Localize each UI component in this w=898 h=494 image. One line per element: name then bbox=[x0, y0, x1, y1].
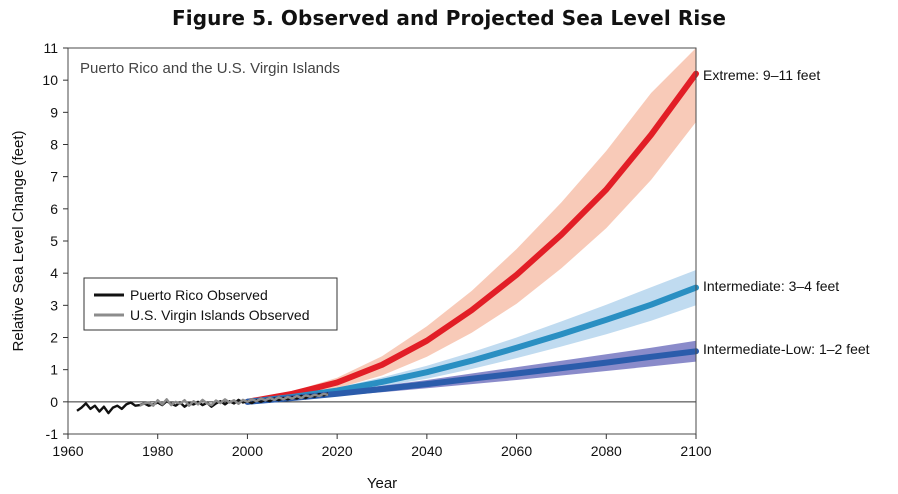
y-tick-label: 8 bbox=[50, 137, 58, 153]
y-tick-label: 2 bbox=[50, 330, 58, 346]
y-tick-label: 11 bbox=[43, 40, 58, 56]
x-axis-label: Year bbox=[367, 475, 397, 492]
line-extreme bbox=[244, 70, 699, 405]
x-tick-label: 2000 bbox=[232, 443, 263, 459]
legend: Puerto Rico Observed U.S. Virgin Islands … bbox=[83, 277, 338, 331]
y-tick-label: 0 bbox=[50, 394, 58, 410]
x-tick-label: 1960 bbox=[52, 443, 83, 459]
legend-box bbox=[83, 277, 338, 331]
x-tick-label: 2040 bbox=[411, 443, 442, 459]
y-tick-label: 6 bbox=[50, 201, 58, 217]
y-tick-label: -1 bbox=[46, 426, 59, 442]
x-tick-label: 1980 bbox=[142, 443, 173, 459]
y-tick-label: 3 bbox=[50, 297, 58, 313]
x-tick-label: 2060 bbox=[501, 443, 532, 459]
x-tick-label: 2100 bbox=[680, 443, 711, 459]
x-tick-label: 2080 bbox=[591, 443, 622, 459]
band-extreme bbox=[247, 48, 696, 402]
legend-label: U.S. Virgin Islands Observed bbox=[130, 307, 310, 323]
panel-label: Puerto Rico and the U.S. Virgin Islands bbox=[80, 60, 340, 77]
y-tick-label: 1 bbox=[50, 362, 58, 378]
scenario-label-intermediate-low: Intermediate-Low: 1–2 feet bbox=[703, 341, 870, 357]
scenario-label-intermediate: Intermediate: 3–4 feet bbox=[703, 278, 839, 294]
observed-lines bbox=[76, 392, 329, 415]
axis-ticks: 1960 1980 2000 2020 2040 2060 2080 2100 -1 0 1 2 3 4 5… bbox=[42, 40, 711, 459]
scenario-labels: Intermediate-Low: 1–2 feet Intermediate: … bbox=[703, 67, 870, 357]
x-tick-label: 2020 bbox=[322, 443, 353, 459]
y-tick-label: 4 bbox=[50, 265, 58, 281]
y-tick-label: 5 bbox=[50, 233, 58, 249]
y-tick-label: 7 bbox=[50, 169, 58, 185]
legend-label: Puerto Rico Observed bbox=[130, 287, 268, 303]
y-tick-label: 10 bbox=[42, 72, 58, 88]
scenario-label-extreme: Extreme: 9–11 feet bbox=[703, 67, 820, 83]
projection-bands bbox=[247, 48, 696, 402]
plot-frame bbox=[67, 47, 697, 435]
y-axis-label: Relative Sea Level Change (feet) bbox=[10, 131, 27, 352]
y-tick-label: 9 bbox=[50, 104, 58, 120]
chart-title: Figure 5. Observed and Projected Sea Lev… bbox=[171, 6, 726, 30]
usvi-observed-line bbox=[139, 392, 329, 407]
